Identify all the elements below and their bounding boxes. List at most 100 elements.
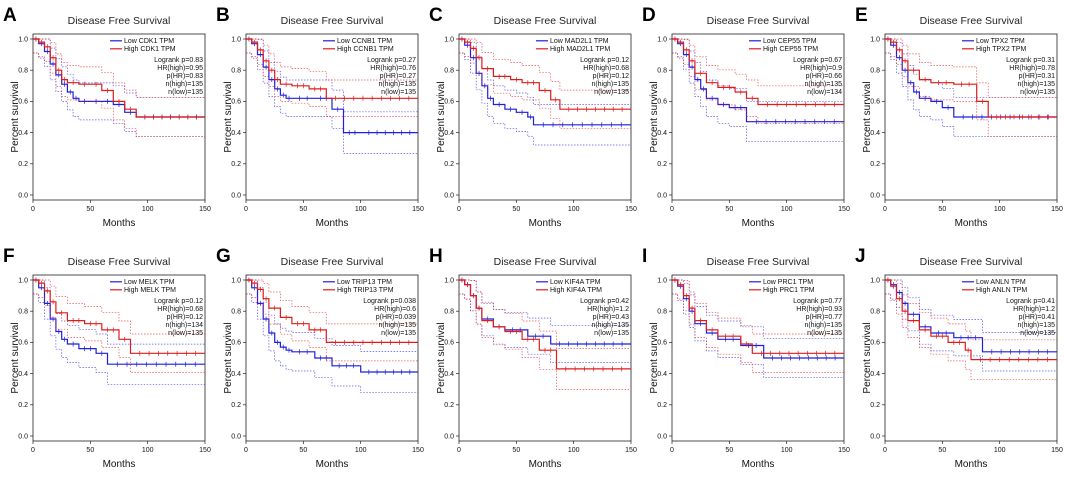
panel-letter: I [642,246,647,267]
x-tick-label: 100 [568,447,580,454]
legend-label: Low TRIP13 TPM [337,279,392,286]
stat-line: n(high)=135 [591,322,629,329]
x-tick-label: 50 [299,206,307,213]
ci-lower-high [672,293,844,373]
legend-label: Low CEP55 TPM [763,38,817,45]
stat-line: n(low)=135 [168,330,203,337]
y-tick-label: 0.6 [657,340,667,347]
y-tick-label: 0.0 [18,192,28,199]
chart-title: Disease Free Survival [68,15,171,27]
ci-upper-high [33,38,205,98]
ci-lower-high [33,52,205,138]
x-tick-label: 150 [199,206,211,213]
x-tick-label: 50 [86,206,94,213]
stat-line: n(low)=135 [1020,330,1055,337]
y-tick-label: 0.0 [18,433,28,440]
stat-line: Logrank p=0.12 [580,57,629,64]
ci-lower-high [459,293,631,390]
stat-line: n(low)=135 [594,330,629,337]
y-tick-label: 0.2 [444,161,454,168]
stat-line: Logrank p=0.038 [363,298,416,305]
panel-letter: B [216,5,230,26]
panel-g: G Disease Free Survival Percent survival Mo… [216,246,424,470]
y-tick-label: 1.0 [657,36,667,43]
panel-letter: A [3,5,17,26]
panel-a: A Disease Free Survival Percent survival Mo… [3,5,211,229]
stat-line: Logrank p=0.67 [793,57,842,64]
stat-line: Logrank p=0.41 [1006,298,1055,305]
plot-frame [884,274,1058,442]
stat-line: HR(high)=0.68 [583,65,629,72]
y-tick-label: 0.8 [231,68,241,75]
stat-line: HR(high)=1.2 [587,306,629,313]
chart-title: Disease Free Survival [920,256,1023,268]
y-tick-label: 0.8 [18,309,28,316]
ci-lower-low [246,52,418,154]
x-tick-label: 0 [670,206,674,213]
y-tick-label: 0.2 [231,161,241,168]
stat-line: p(HR)=0.41 [1019,314,1055,321]
y-tick-label: 0.2 [18,161,28,168]
stat-line: HR(high)=0.93 [796,306,842,313]
stat-line: p(HR)=0.039 [376,314,416,321]
legend-label: Low PRC1 TPM [763,279,813,286]
panel-e: E Disease Free Survival Percent survival Mo… [855,5,1063,229]
y-tick-label: 1.0 [657,277,667,284]
y-tick-label: 0.0 [444,433,454,440]
y-tick-label: 0.6 [18,340,28,347]
stat-line: n(high)=134 [165,322,203,329]
legend-label: High TRIP13 TPM [337,287,394,294]
x-tick-label: 0 [31,206,35,213]
y-tick-label: 1.0 [18,277,28,284]
stat-line: n(low)=135 [381,89,416,96]
x-tick-label: 100 [355,206,367,213]
x-axis-label: Months [529,218,562,229]
panel-letter: C [429,5,443,26]
x-axis-label: Months [742,459,775,470]
y-axis-label: Percent survival [436,322,447,393]
ci-upper-high [885,279,1057,341]
stat-line: p(HR)=0.12 [593,73,629,80]
legend-label: Low CDK1 TPM [124,38,174,45]
y-axis-label: Percent survival [10,322,21,393]
x-axis-label: Months [103,459,136,470]
x-tick-label: 0 [244,447,248,454]
y-tick-label: 0.6 [444,340,454,347]
x-tick-label: 0 [31,447,35,454]
stat-line: n(low)=135 [807,330,842,337]
survival-curve-low [246,38,418,134]
y-tick-label: 0.8 [444,68,454,75]
stat-line: HR(high)=1.2 [1013,306,1055,313]
panel-f: F Disease Free Survival Percent survival Mo… [3,246,211,470]
panel-i: I Disease Free Survival Percent survival Mo… [642,246,850,470]
stat-line: n(high)=135 [165,81,203,88]
y-tick-label: 0.6 [444,99,454,106]
legend-label: High MELK TPM [124,287,176,294]
panel-letter: G [216,246,231,267]
y-tick-label: 0.0 [657,433,667,440]
y-tick-label: 0.0 [231,192,241,199]
ci-upper-low [459,279,631,326]
legend-label: High MAD2L1 TPM [550,46,610,53]
y-tick-label: 0.2 [444,402,454,409]
y-tick-label: 0.6 [870,340,880,347]
y-tick-label: 0.8 [231,309,241,316]
stat-line: n(high)=135 [378,81,416,88]
legend-label: High CCNB1 TPM [337,46,394,53]
ci-lower-high [246,52,418,117]
legend-label: Low KIF4A TPM [550,279,601,286]
legend-label: Low CCNB1 TPM [337,38,392,45]
stat-line: HR(high)=0.76 [370,65,416,72]
stat-line: p(HR)=0.43 [593,314,629,321]
x-axis-label: Months [955,459,988,470]
x-tick-label: 0 [457,206,461,213]
x-axis-label: Months [316,218,349,229]
stat-line: p(HR)=0.31 [1019,73,1055,80]
y-tick-label: 0.6 [231,340,241,347]
ci-upper-high [672,38,844,87]
chart-title: Disease Free Survival [494,256,597,268]
y-tick-label: 0.8 [870,68,880,75]
x-tick-label: 50 [512,206,520,213]
legend-label: High TPX2 TPM [976,46,1026,53]
